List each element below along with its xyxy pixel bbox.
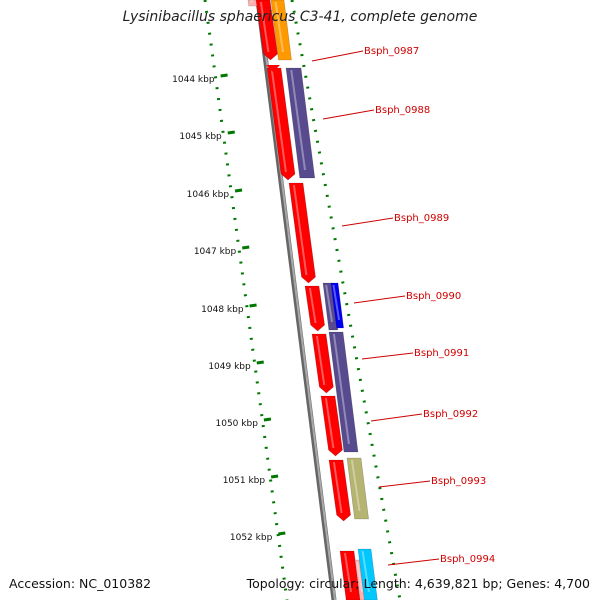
cds-block-0994-body — [339, 550, 361, 600]
cds-block-0990 — [304, 285, 325, 332]
kbp-tick-mark — [242, 245, 250, 250]
gene-leader-line — [378, 480, 431, 488]
cog-block-0991-body — [328, 331, 359, 453]
cds-block-0994 — [339, 550, 361, 600]
cds-block-0992 — [320, 395, 343, 457]
gene-leader-line — [341, 217, 394, 227]
cds-block-0988 — [266, 67, 296, 181]
kbp-tick-label: 1046 kbp — [187, 190, 230, 200]
kbp-tick-label: 1045 kbp — [179, 132, 222, 142]
genome-summary-label: Topology: circular; Length: 4,639,821 bp… — [246, 576, 590, 591]
cds-block-0993 — [328, 459, 351, 522]
gene-leader-line — [322, 109, 375, 120]
cds-block-0989-body — [288, 182, 316, 284]
kbp-tick-mark — [256, 360, 264, 365]
cog-block-0987-shine — [274, 1, 285, 53]
gene-leader-line — [311, 50, 364, 62]
cog-block-0994-body — [357, 548, 378, 600]
map-title: Lysinibacillus sphaericus C3-41, complet… — [122, 9, 478, 25]
cog-block-0993-body — [346, 457, 369, 520]
kbp-tick-mark — [249, 303, 257, 308]
gene-label: Bsph_0989 — [394, 213, 449, 224]
gc-content-line-left — [203, 0, 289, 600]
kbp-tick-label: 1051 kbp — [223, 476, 266, 486]
cog-block-0988 — [285, 67, 316, 179]
cog-block-0987-body — [270, 0, 292, 61]
cds-block-0991 — [311, 333, 334, 394]
cog-block-0990a-shine — [325, 284, 334, 323]
kbp-tick-mark — [270, 474, 279, 479]
cog-block-0990b — [330, 282, 344, 329]
cog-block-0987 — [270, 0, 292, 61]
kbp-tick-mark — [234, 188, 243, 193]
cog-block-0990a — [322, 282, 339, 331]
kbp-tick-mark — [263, 417, 272, 422]
gene-leader-line — [361, 352, 414, 360]
kbp-tick-mark — [227, 130, 235, 135]
cds-block-0991-body — [311, 333, 334, 394]
cds-block-0988-shine — [270, 69, 287, 173]
gene-label: Bsph_0994 — [440, 554, 495, 565]
cds-block-0993-body — [328, 459, 351, 522]
cds-arrow-head-0988 — [266, 65, 280, 72]
cds-block-0992-body — [320, 395, 343, 457]
cds-block-bottom-pink-shine — [356, 561, 364, 593]
gene-leader-line — [370, 413, 423, 422]
gene-label: Bsph_0987 — [364, 46, 419, 57]
cds-block-0989 — [288, 182, 316, 284]
kbp-tick-label: 1047 kbp — [194, 247, 237, 257]
cds-block-0990-body — [304, 285, 325, 332]
gene-label: Bsph_0992 — [423, 409, 478, 420]
cog-block-0994 — [357, 548, 378, 600]
kbp-tick-mark — [278, 531, 286, 536]
cog-block-0991 — [328, 331, 359, 453]
kbp-tick-label: 1044 kbp — [172, 75, 215, 85]
kbp-tick-label: 1052 kbp — [230, 533, 273, 543]
gene-label: Bsph_0993 — [431, 476, 486, 487]
kbp-tick-mark — [220, 73, 228, 78]
cog-block-0990b-shine — [332, 284, 341, 321]
gene-label: Bsph_0991 — [414, 348, 469, 359]
gene-leader-line — [353, 295, 406, 304]
accession-label: Accession: NC_010382 — [9, 576, 152, 591]
cog-block-0988-shine — [290, 69, 306, 171]
kbp-tick-label: 1050 kbp — [216, 419, 259, 429]
cog-block-0993 — [346, 457, 369, 520]
cds-block-0988-body — [266, 67, 296, 181]
cog-block-0988-body — [285, 67, 316, 179]
cog-block-0993-shine — [350, 459, 361, 512]
cog-block-0990a-body — [322, 282, 339, 331]
kbp-tick-label: 1049 kbp — [208, 362, 251, 372]
cds-block-0992-shine — [324, 397, 335, 449]
gene-leader-line — [387, 558, 440, 566]
cog-block-0994-shine — [361, 550, 370, 593]
cds-block-0987-body — [255, 0, 278, 61]
cds-block-0987-shine — [259, 1, 270, 53]
cds-block-0994-shine — [343, 552, 353, 593]
cds-block-0987 — [255, 0, 278, 61]
cds-block-top-pink-shine — [250, 0, 253, 3]
cds-block-0989-shine — [292, 184, 308, 276]
cog-block-0990b-body — [330, 282, 344, 329]
cds-block-0991-shine — [315, 335, 326, 386]
cog-block-0991-shine — [332, 333, 350, 445]
kbp-tick-label: 1048 kbp — [201, 305, 244, 315]
gene-label: Bsph_0988 — [375, 105, 430, 116]
gene-label: Bsph_0990 — [406, 291, 461, 302]
cds-block-0990-shine — [308, 287, 317, 324]
cds-block-0993-shine — [332, 461, 343, 514]
